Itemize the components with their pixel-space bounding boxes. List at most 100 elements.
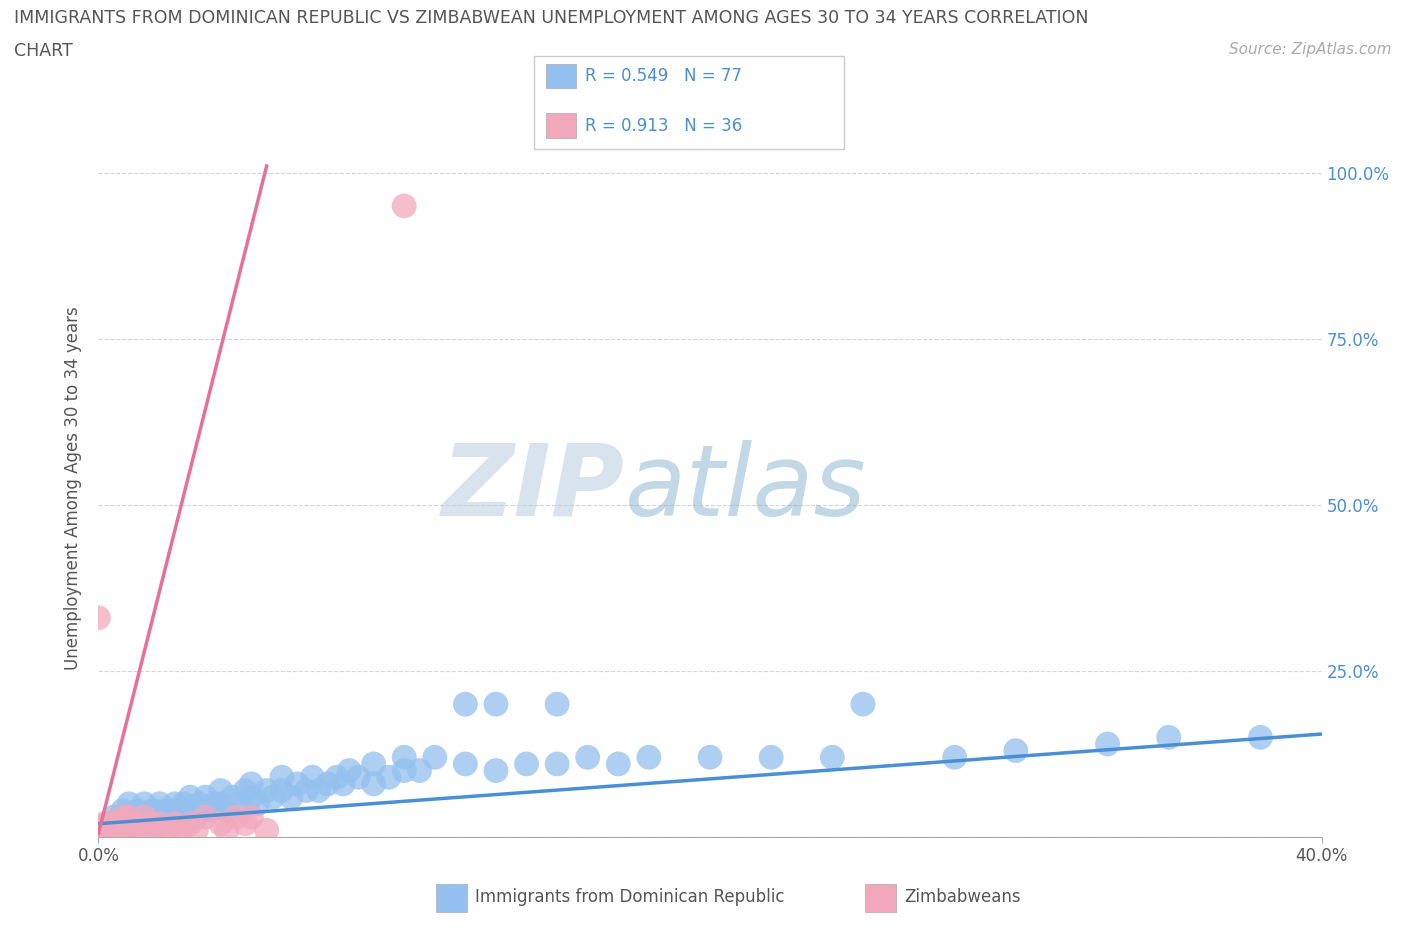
Point <box>240 790 263 804</box>
Text: Source: ZipAtlas.com: Source: ZipAtlas.com <box>1229 42 1392 57</box>
Y-axis label: Unemployment Among Ages 30 to 34 years: Unemployment Among Ages 30 to 34 years <box>65 306 83 671</box>
Point <box>97 817 120 831</box>
Text: ZIP: ZIP <box>441 440 624 537</box>
Point <box>347 770 370 785</box>
Point <box>163 817 186 831</box>
Point <box>200 803 222 817</box>
Point <box>637 750 661 764</box>
Point <box>194 790 217 804</box>
Point <box>142 823 165 838</box>
Point <box>134 817 156 831</box>
Point <box>149 817 172 831</box>
Point <box>215 803 238 817</box>
Point <box>139 810 162 825</box>
Point <box>87 610 110 625</box>
Point <box>301 770 323 785</box>
Point <box>134 810 156 825</box>
Point <box>392 764 416 778</box>
Point <box>821 750 844 764</box>
Point <box>378 770 401 785</box>
Text: R = 0.913   N = 36: R = 0.913 N = 36 <box>585 116 742 135</box>
Point <box>163 823 186 838</box>
Point <box>1157 730 1180 745</box>
Point <box>188 796 211 811</box>
Text: Zimbabweans: Zimbabweans <box>904 888 1021 907</box>
Text: R = 0.549   N = 77: R = 0.549 N = 77 <box>585 67 742 86</box>
Point <box>118 796 141 811</box>
Point <box>246 796 269 811</box>
Point <box>337 764 360 778</box>
Point <box>134 823 156 838</box>
Text: atlas: atlas <box>624 440 866 537</box>
Point <box>316 777 339 791</box>
Point <box>100 817 122 831</box>
Point <box>87 823 110 838</box>
Point <box>240 777 263 791</box>
Point <box>759 750 782 764</box>
Point <box>392 750 416 764</box>
Point <box>233 783 256 798</box>
Point <box>1249 730 1271 745</box>
Point <box>103 823 125 838</box>
Point <box>332 777 354 791</box>
Point <box>222 790 245 804</box>
Text: CHART: CHART <box>14 42 73 60</box>
Point <box>170 810 193 825</box>
Point <box>204 796 226 811</box>
Point <box>225 810 247 825</box>
Point <box>115 823 138 838</box>
Point <box>186 810 208 825</box>
Point <box>108 823 131 838</box>
Point <box>256 823 278 838</box>
Point <box>454 756 477 771</box>
Point <box>118 817 141 831</box>
Point <box>149 810 172 825</box>
Point <box>485 764 508 778</box>
Point <box>363 756 385 771</box>
Point <box>485 697 508 711</box>
Point <box>105 817 128 831</box>
Point <box>943 750 966 764</box>
Point <box>111 810 134 825</box>
Point <box>124 810 146 825</box>
Point <box>127 817 149 831</box>
Text: IMMIGRANTS FROM DOMINICAN REPUBLIC VS ZIMBABWEAN UNEMPLOYMENT AMONG AGES 30 TO 3: IMMIGRANTS FROM DOMINICAN REPUBLIC VS ZI… <box>14 9 1088 27</box>
Point <box>142 803 165 817</box>
Point <box>118 823 141 838</box>
Point <box>139 817 162 831</box>
Text: Immigrants from Dominican Republic: Immigrants from Dominican Republic <box>475 888 785 907</box>
Point <box>240 810 263 825</box>
Point <box>179 790 201 804</box>
Point <box>157 810 180 825</box>
Point <box>179 817 201 831</box>
Point <box>295 783 318 798</box>
Point <box>170 823 193 838</box>
Point <box>215 823 238 838</box>
Point <box>118 810 141 825</box>
Point <box>124 823 146 838</box>
Point <box>280 790 302 804</box>
Point <box>228 796 250 811</box>
Point <box>209 796 232 811</box>
Point <box>262 790 284 804</box>
Point <box>108 817 131 831</box>
Point <box>155 803 177 817</box>
Point <box>285 777 308 791</box>
Point <box>454 697 477 711</box>
Point <box>270 783 292 798</box>
Point <box>163 796 186 811</box>
Point <box>408 764 430 778</box>
Point <box>392 198 416 213</box>
Point <box>155 823 177 838</box>
Point <box>209 783 232 798</box>
Point <box>576 750 599 764</box>
Point <box>233 817 256 831</box>
Point <box>118 817 141 831</box>
Point <box>145 817 167 831</box>
Point <box>546 756 568 771</box>
Point <box>149 796 172 811</box>
Point <box>194 810 217 825</box>
Point <box>326 770 349 785</box>
Point <box>1097 737 1119 751</box>
Point <box>1004 743 1026 758</box>
